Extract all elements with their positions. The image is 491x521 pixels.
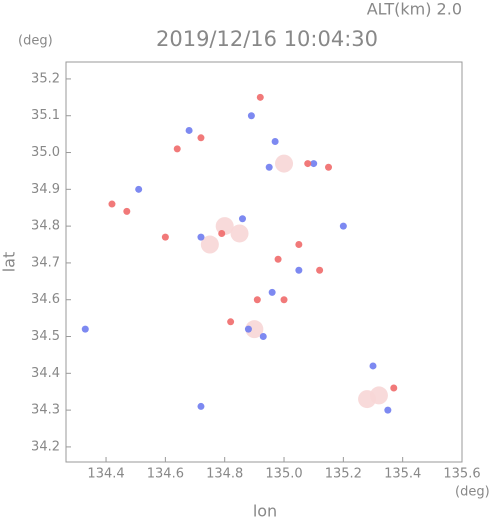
echo-point (310, 160, 318, 168)
x-tick-label: 135.0 (265, 467, 302, 482)
echo-point (238, 215, 246, 223)
echo-point (253, 296, 261, 304)
echo-point (161, 233, 169, 241)
echo-point (265, 163, 273, 171)
y-tick-label: 34.6 (31, 292, 60, 307)
x-unit: (deg) (455, 485, 490, 500)
y-unit: (deg) (18, 34, 53, 49)
x-tick-label: 134.8 (206, 467, 243, 482)
echo-point (275, 154, 294, 173)
echo-point (339, 222, 347, 230)
y-tick-label: 34.5 (31, 329, 60, 344)
echo-point (325, 163, 333, 171)
echo-point (197, 233, 205, 241)
echo-point (247, 112, 255, 120)
echo-point (271, 137, 279, 145)
echo-point (185, 126, 193, 134)
y-tick-label: 35.1 (31, 108, 60, 123)
echo-point (245, 320, 264, 339)
echo-point (108, 200, 116, 208)
echo-point (274, 255, 282, 263)
x-tick-label: 134.4 (87, 467, 124, 482)
echo-point (81, 325, 89, 333)
plot-frame (65, 61, 463, 463)
echo-point (316, 266, 324, 274)
echo-point (197, 402, 205, 410)
echo-point (280, 296, 288, 304)
echo-point (390, 384, 398, 392)
echo-point (369, 386, 388, 405)
echo-point (227, 318, 235, 326)
x-tick-label: 135.2 (325, 467, 362, 482)
echo-point (123, 207, 131, 215)
y-tick-label: 34.9 (31, 182, 60, 197)
echo-point (230, 224, 249, 243)
echo-point (304, 160, 312, 168)
echo-point (244, 325, 252, 333)
echo-point (295, 241, 303, 249)
x-tick-label: 135.4 (384, 467, 421, 482)
y-tick-label: 34.8 (31, 219, 60, 234)
x-axis-label: lon (253, 502, 277, 521)
echo-point (200, 235, 219, 254)
echo-point (369, 362, 377, 370)
x-tick-label: 135.6 (443, 467, 480, 482)
echo-point (197, 134, 205, 142)
echo-point (295, 266, 303, 274)
echo-point (218, 229, 226, 237)
y-tick-label: 34.7 (31, 255, 60, 270)
echo-point (384, 406, 392, 414)
x-tick-label: 134.6 (147, 467, 184, 482)
chart-title: 2019/12/16 10:04:30 (156, 27, 378, 51)
echo-point (135, 185, 143, 193)
echo-point (259, 333, 267, 341)
altitude-label: ALT(km) 2.0 (367, 0, 462, 19)
echo-point (256, 93, 264, 101)
echo-point (173, 145, 181, 153)
y-tick-label: 35.0 (31, 145, 60, 160)
y-tick-label: 34.4 (31, 366, 60, 381)
y-tick-label: 34.3 (31, 403, 60, 418)
y-axis-label: lat (0, 252, 19, 273)
echo-point (268, 288, 276, 296)
y-tick-label: 35.2 (31, 71, 60, 86)
y-tick-label: 34.2 (31, 439, 60, 454)
